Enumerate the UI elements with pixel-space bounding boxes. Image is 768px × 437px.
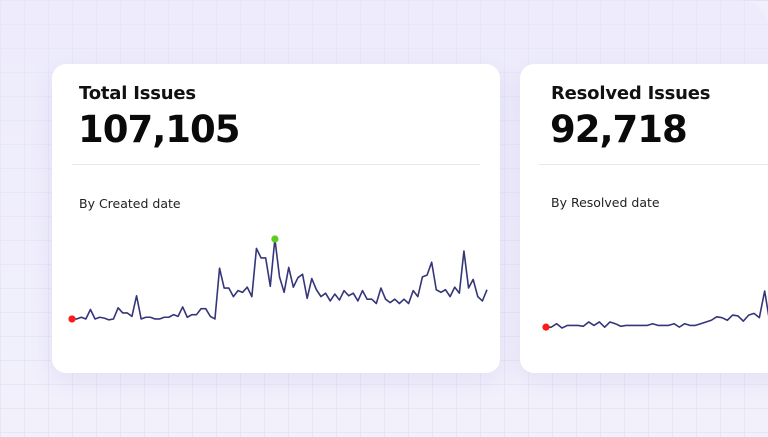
- divider: [72, 164, 480, 165]
- sparkline-series: [546, 290, 768, 329]
- card-title: Total Issues: [79, 83, 196, 104]
- sparkline-series: [72, 238, 488, 321]
- divider: [539, 164, 768, 165]
- created-date-sparkline: [68, 235, 488, 323]
- start-point-marker: [542, 323, 550, 331]
- resolved-issues-count: 92,718: [550, 108, 688, 151]
- total-issues-count: 107,105: [78, 108, 241, 151]
- start-point-marker: [68, 315, 76, 323]
- peak-point-marker: [271, 235, 279, 243]
- resolved-issues-card[interactable]: Resolved Issues 92,718 By Resolved date: [520, 64, 768, 373]
- card-subtitle: By Resolved date: [551, 195, 660, 210]
- total-issues-card[interactable]: Total Issues 107,105 By Created date: [52, 64, 500, 373]
- card-subtitle: By Created date: [79, 196, 181, 211]
- resolved-date-sparkline: [542, 290, 768, 331]
- card-title: Resolved Issues: [551, 83, 711, 104]
